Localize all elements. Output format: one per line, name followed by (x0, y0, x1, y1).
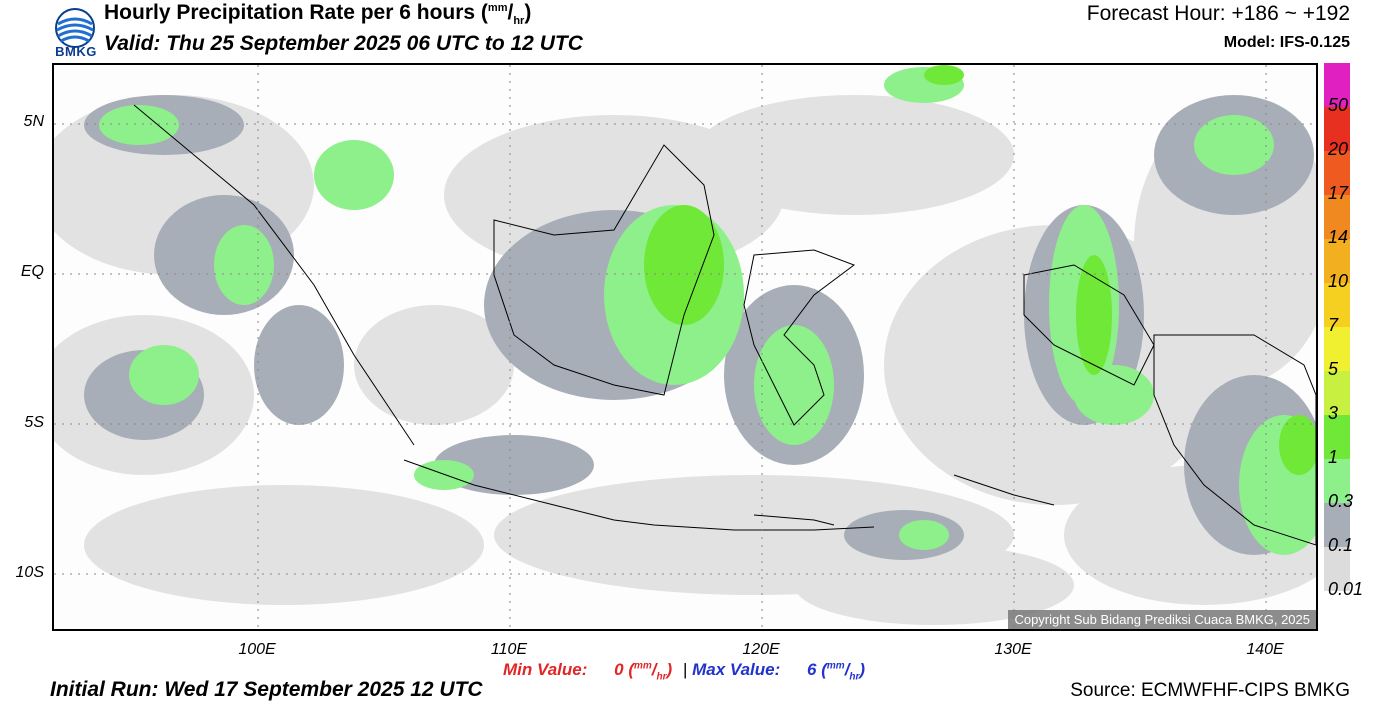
colorbar-label: 17 (1328, 183, 1349, 203)
colorbar-segment (1324, 503, 1350, 547)
colorbar-segment (1324, 239, 1350, 283)
colorbar-segment (1324, 459, 1350, 503)
colorbar-segment (1324, 283, 1350, 327)
colorbar-segment (1324, 415, 1350, 459)
lon-label-120e: 120E (742, 641, 780, 658)
data-source: Source: ECMWFHF-CIPS BMKG (1070, 680, 1350, 701)
colorbar-segment (1324, 195, 1350, 239)
colorbar-label: 50 (1328, 95, 1349, 115)
min-unit-den: hr (656, 671, 667, 683)
model-name: Model: IFS-0.125 (1223, 34, 1350, 51)
colorbar-label: 0.1 (1328, 535, 1354, 555)
colorbar-label: 5 (1328, 359, 1339, 379)
lat-label-eq: EQ (20, 263, 44, 280)
title-unit-den: hr (513, 15, 525, 28)
colorbar-segment (1324, 371, 1350, 415)
min-value: 0 (614, 660, 624, 679)
precip-bright-green-patches (644, 65, 1316, 475)
map-canvas (54, 65, 1316, 629)
lon-label-130e: 130E (994, 641, 1032, 658)
colorbar-label: 3 (1328, 403, 1339, 423)
lat-label-10s: 10S (15, 564, 44, 581)
colorbar-label: 14 (1328, 227, 1349, 247)
colorbar-segment (1324, 547, 1350, 591)
logo-text: BMKG (55, 44, 97, 59)
colorbar-label: 20 (1328, 139, 1349, 159)
max-label: Max Value: (692, 660, 781, 679)
initial-run: Initial Run: Wed 17 September 2025 12 UT… (50, 678, 483, 701)
min-max-values: Min Value: 0 (mm/hr) | Max Value: 6 (mm/… (503, 660, 866, 683)
title-unit-num: mm (487, 2, 508, 14)
bmkg-logo-icon (55, 8, 95, 48)
colorbar-label: 0.3 (1328, 491, 1354, 511)
lon-label-140e: 140E (1246, 641, 1284, 658)
valid-time: Valid: Thu 25 September 2025 06 UTC to 1… (104, 32, 583, 55)
coastlines (133, 104, 1316, 546)
precipitation-map (52, 63, 1318, 631)
min-label: Min Value: (503, 660, 588, 679)
min-unit-num: mm (634, 660, 652, 672)
colorbar-segment (1324, 327, 1350, 371)
separator: | (682, 660, 688, 679)
lat-label-5n: 5N (23, 113, 44, 130)
colorbar (1324, 63, 1350, 591)
max-unit-den: hr (849, 671, 860, 683)
colorbar-segment (1324, 63, 1350, 107)
lon-label-100e: 100E (238, 641, 276, 658)
max-unit-num: mm (826, 660, 845, 672)
colorbar-label: 7 (1328, 315, 1339, 335)
colorbar-label: 1 (1328, 447, 1339, 467)
colorbar-label: 10 (1328, 271, 1349, 291)
colorbar-segment (1324, 107, 1350, 151)
copyright-notice: Copyright Sub Bidang Prediksi Cuaca BMKG… (1008, 610, 1316, 629)
max-value: 6 (807, 660, 817, 679)
lon-label-110e: 110E (490, 641, 528, 658)
colorbar-label: 0.01 (1328, 579, 1364, 599)
map-title: Hourly Precipitation Rate per 6 hours (m… (104, 1, 532, 28)
lat-label-5s: 5S (24, 414, 44, 431)
forecast-hour: Forecast Hour: +186 ~ +192 (1086, 2, 1350, 25)
title-text: Hourly Precipitation Rate per 6 hours (104, 1, 476, 24)
colorbar-segment (1324, 151, 1350, 195)
